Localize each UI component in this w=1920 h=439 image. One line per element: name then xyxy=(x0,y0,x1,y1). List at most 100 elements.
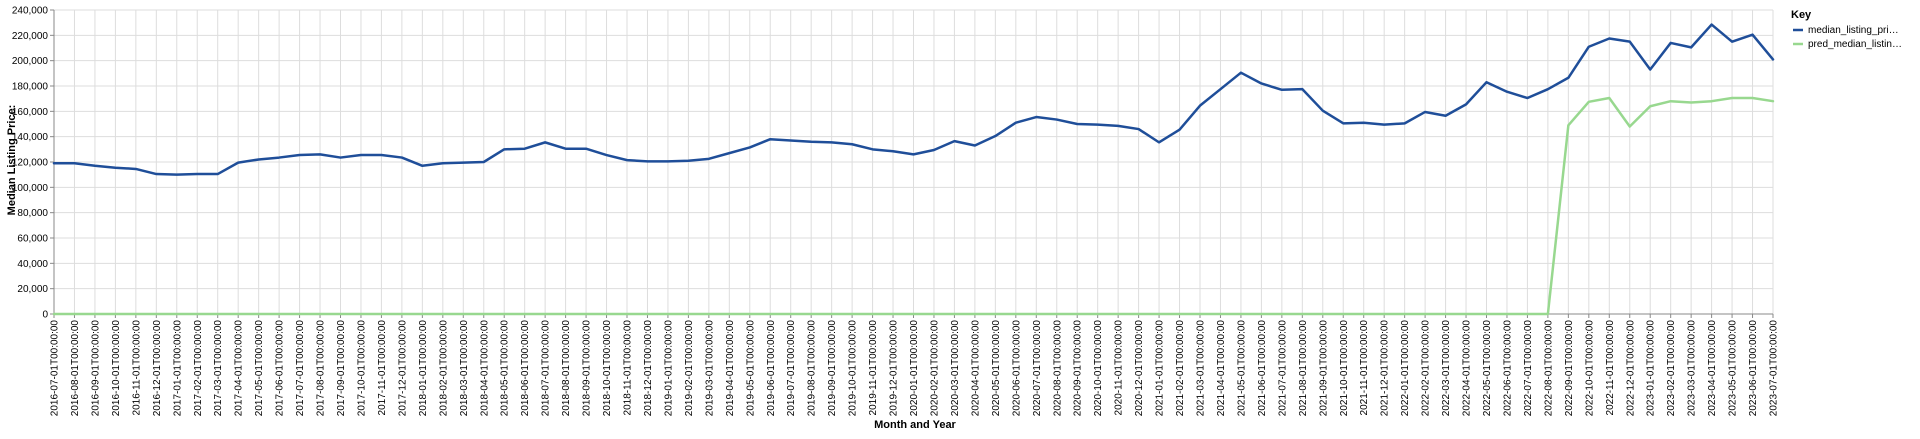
x-tick-label: 2016-09-01T00:00:00 xyxy=(90,320,101,417)
x-tick-label: 2020-08-01T00:00:00 xyxy=(1052,320,1063,417)
x-tick-label: 2020-06-01T00:00:00 xyxy=(1011,320,1022,417)
x-tick-label: 2019-03-01T00:00:00 xyxy=(704,320,715,417)
legend-label-1: median_listing_pri… xyxy=(1808,25,1899,36)
legend: Key median_listing_pri… pred_median_listi… xyxy=(1791,9,1902,50)
x-tick-label: 2019-12-01T00:00:00 xyxy=(889,320,900,417)
x-tick-label: 2018-01-01T00:00:00 xyxy=(418,320,429,417)
y-tick-label: 20,000 xyxy=(17,284,48,295)
x-tick-label: 2021-07-01T00:00:00 xyxy=(1277,320,1288,417)
x-tick-label: 2020-02-01T00:00:00 xyxy=(929,320,940,417)
x-tick-label: 2018-04-01T00:00:00 xyxy=(479,320,490,417)
y-tick-label: 40,000 xyxy=(17,259,48,270)
x-tick-label: 2017-12-01T00:00:00 xyxy=(397,320,408,417)
x-tick-label: 2020-01-01T00:00:00 xyxy=(909,320,920,417)
x-tick-label: 2020-03-01T00:00:00 xyxy=(950,320,961,417)
x-tick-label: 2022-09-01T00:00:00 xyxy=(1564,320,1575,417)
x-tick-label: 2017-09-01T00:00:00 xyxy=(336,320,347,417)
x-tick-label: 2017-06-01T00:00:00 xyxy=(275,320,286,417)
x-tick-label: 2021-11-01T00:00:00 xyxy=(1359,320,1370,416)
x-tick-label: 2020-04-01T00:00:00 xyxy=(970,320,981,417)
x-tick-label: 2018-06-01T00:00:00 xyxy=(520,320,531,417)
x-tick-label: 2018-03-01T00:00:00 xyxy=(459,320,470,417)
x-tick-label: 2017-04-01T00:00:00 xyxy=(234,320,245,417)
x-tick-label: 2016-10-01T00:00:00 xyxy=(111,320,122,417)
y-tick-label: 200,000 xyxy=(12,56,49,67)
x-tick-label: 2016-11-01T00:00:00 xyxy=(131,320,142,416)
x-tick-label: 2020-07-01T00:00:00 xyxy=(1032,320,1043,417)
x-tick-label: 2019-02-01T00:00:00 xyxy=(684,320,695,417)
series-layer xyxy=(52,23,1775,316)
x-tick-label: 2019-09-01T00:00:00 xyxy=(827,320,838,417)
x-tick-label: 2018-11-01T00:00:00 xyxy=(623,320,634,416)
x-tick-label: 2019-11-01T00:00:00 xyxy=(868,320,879,416)
x-tick-label: 2021-02-01T00:00:00 xyxy=(1175,320,1186,417)
x-tick-label: 2018-12-01T00:00:00 xyxy=(643,320,654,417)
x-tick-label: 2021-06-01T00:00:00 xyxy=(1257,320,1268,417)
y-tick-label: 220,000 xyxy=(12,31,49,42)
y-tick-label: 60,000 xyxy=(17,234,48,245)
grid-layer xyxy=(53,9,1774,315)
x-tick-label: 2023-07-01T00:00:00 xyxy=(1769,320,1780,417)
x-tick-label: 2023-01-01T00:00:00 xyxy=(1646,320,1657,417)
y-tick-label: 160,000 xyxy=(12,107,49,118)
x-tick-label: 2021-09-01T00:00:00 xyxy=(1318,320,1329,417)
x-tick-label: 2017-03-01T00:00:00 xyxy=(213,320,224,417)
x-tick-label: 2018-02-01T00:00:00 xyxy=(438,320,449,417)
series-line-1 xyxy=(52,23,1775,176)
legend-title: Key xyxy=(1791,9,1812,21)
x-tick-label: 2018-07-01T00:00:00 xyxy=(541,320,552,417)
x-tick-label: 2023-04-01T00:00:00 xyxy=(1707,320,1718,417)
x-tick-label: 2017-05-01T00:00:00 xyxy=(254,320,265,417)
x-tick-label: 2019-01-01T00:00:00 xyxy=(663,320,674,417)
x-tick-label: 2017-11-01T00:00:00 xyxy=(377,320,388,416)
y-tick-label: 100,000 xyxy=(12,183,49,194)
x-tick-label: 2019-04-01T00:00:00 xyxy=(725,320,736,417)
x-tick-label: 2021-10-01T00:00:00 xyxy=(1339,320,1350,417)
x-tick-label: 2022-06-01T00:00:00 xyxy=(1502,320,1513,417)
x-tick-label: 2017-01-01T00:00:00 xyxy=(172,320,183,417)
x-tick-label: 2020-12-01T00:00:00 xyxy=(1134,320,1145,417)
x-tick-label: 2016-08-01T00:00:00 xyxy=(70,320,81,417)
series-line-2 xyxy=(52,96,1775,316)
x-tick-label: 2023-06-01T00:00:00 xyxy=(1748,320,1759,417)
x-tick-label: 2017-02-01T00:00:00 xyxy=(193,320,204,417)
y-tick-label: 80,000 xyxy=(17,208,48,219)
x-tick-label: 2022-04-01T00:00:00 xyxy=(1462,320,1473,417)
x-tick-label: 2019-06-01T00:00:00 xyxy=(766,320,777,417)
x-tick-label: 2018-05-01T00:00:00 xyxy=(500,320,511,417)
axis-layer: 0 20,000 40,000 60,000 80,000 100,000 120,000 1… xyxy=(12,6,1780,417)
x-tick-label: 2020-05-01T00:00:00 xyxy=(991,320,1002,417)
y-tick-label: 140,000 xyxy=(12,132,49,143)
x-tick-label: 2022-01-01T00:00:00 xyxy=(1400,320,1411,417)
x-tick-label: 2022-11-01T00:00:00 xyxy=(1605,320,1616,416)
x-tick-label: 2019-05-01T00:00:00 xyxy=(745,320,756,417)
x-tick-label: 2022-08-01T00:00:00 xyxy=(1543,320,1554,417)
x-tick-label: 2021-12-01T00:00:00 xyxy=(1380,320,1391,417)
x-tick-label: 2020-09-01T00:00:00 xyxy=(1073,320,1084,417)
x-tick-label: 2020-11-01T00:00:00 xyxy=(1114,320,1125,416)
y-tick-label: 0 xyxy=(42,310,48,321)
x-tick-label: 2018-10-01T00:00:00 xyxy=(602,320,613,417)
x-tick-label: 2021-01-01T00:00:00 xyxy=(1155,320,1166,417)
y-tick-label: 240,000 xyxy=(12,6,49,17)
y-tick-label: 120,000 xyxy=(12,158,49,169)
legend-label-2: pred_median_listin… xyxy=(1808,39,1902,50)
y-axis-title: Median Listing Price: xyxy=(6,105,18,216)
x-tick-label: 2017-07-01T00:00:00 xyxy=(295,320,306,417)
x-tick-label: 2021-05-01T00:00:00 xyxy=(1236,320,1247,417)
x-tick-label: 2021-03-01T00:00:00 xyxy=(1196,320,1207,417)
x-tick-label: 2019-08-01T00:00:00 xyxy=(807,320,818,417)
x-tick-label: 2021-08-01T00:00:00 xyxy=(1298,320,1309,417)
x-tick-label: 2023-05-01T00:00:00 xyxy=(1728,320,1739,417)
x-tick-label: 2017-08-01T00:00:00 xyxy=(316,320,327,417)
legend-items: median_listing_pri… pred_median_listin… xyxy=(1793,25,1902,50)
x-tick-label: 2016-12-01T00:00:00 xyxy=(152,320,163,417)
x-tick-label: 2021-04-01T00:00:00 xyxy=(1216,320,1227,417)
x-tick-label: 2023-03-01T00:00:00 xyxy=(1687,320,1698,417)
x-tick-label: 2022-12-01T00:00:00 xyxy=(1625,320,1636,417)
x-tick-label: 2019-07-01T00:00:00 xyxy=(786,320,797,417)
x-tick-label: 2022-07-01T00:00:00 xyxy=(1523,320,1534,417)
x-tick-label: 2018-08-01T00:00:00 xyxy=(561,320,572,417)
